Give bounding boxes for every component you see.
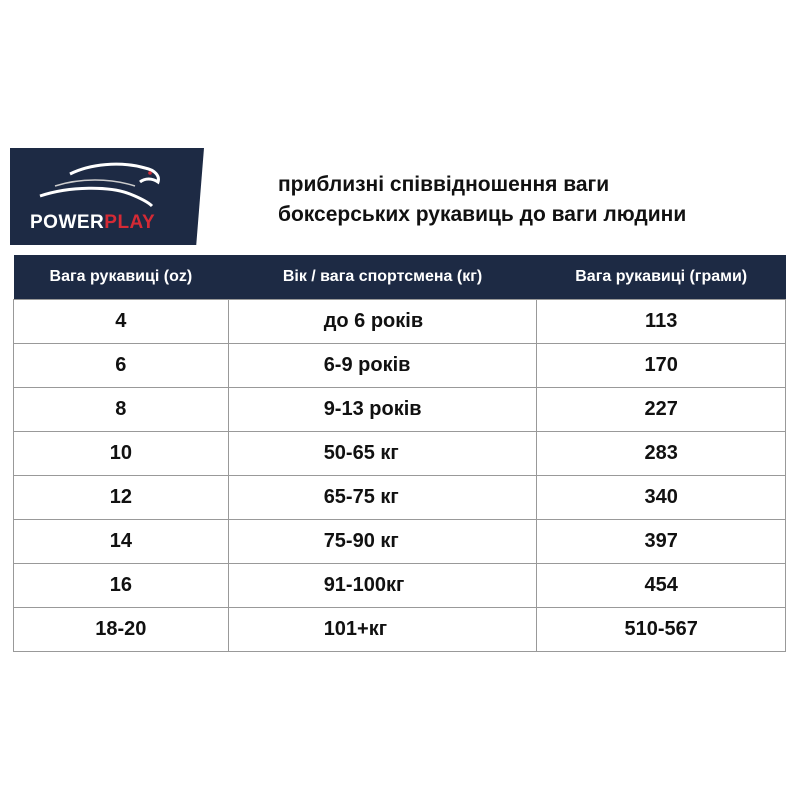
header-glove-oz: Вага рукавиці (oz) bbox=[13, 255, 229, 300]
cell-glove-grams: 283 bbox=[536, 431, 786, 476]
table-row: 18-20 101+кг 510-567 bbox=[13, 607, 786, 652]
cell-glove-oz: 10 bbox=[13, 431, 229, 476]
table-row: 12 65-75 кг 340 bbox=[13, 475, 786, 520]
cell-glove-oz: 18-20 bbox=[13, 607, 229, 652]
table-row: 8 9-13 років 227 bbox=[13, 387, 786, 432]
cell-glove-oz: 16 bbox=[13, 563, 229, 608]
cell-glove-grams: 340 bbox=[536, 475, 786, 520]
cell-age-weight: 91-100кг bbox=[227, 563, 538, 608]
cell-glove-grams: 397 bbox=[536, 519, 786, 564]
cell-age-weight: 50-65 кг bbox=[227, 431, 538, 476]
cell-glove-oz: 8 bbox=[13, 387, 229, 432]
table-row: 14 75-90 кг 397 bbox=[13, 519, 786, 564]
cell-glove-grams: 227 bbox=[536, 387, 786, 432]
powerplay-logo: POWERPLAY bbox=[10, 148, 204, 245]
cell-glove-oz: 12 bbox=[13, 475, 229, 520]
cell-age-weight: 9-13 років bbox=[227, 387, 538, 432]
cell-glove-grams: 454 bbox=[536, 563, 786, 608]
table-row: 16 91-100кг 454 bbox=[13, 563, 786, 608]
panther-icon bbox=[39, 162, 160, 208]
header-age-weight: Вік / вага спортсмена (кг) bbox=[228, 255, 537, 300]
table-row: 4 до 6 років 113 bbox=[13, 299, 786, 344]
cell-age-weight: 6-9 років bbox=[227, 343, 538, 388]
cell-age-weight: 65-75 кг bbox=[227, 475, 538, 520]
cell-glove-oz: 14 bbox=[13, 519, 229, 564]
header-glove-grams: Вага рукавиці (грами) bbox=[536, 255, 786, 300]
cell-glove-grams: 510-567 bbox=[536, 607, 786, 652]
cell-age-weight: 75-90 кг bbox=[227, 519, 538, 564]
cell-age-weight: до 6 років bbox=[227, 299, 538, 344]
cell-glove-grams: 170 bbox=[536, 343, 786, 388]
cell-glove-grams: 113 bbox=[536, 299, 786, 344]
table-row: 10 50-65 кг 283 bbox=[13, 431, 786, 476]
table-header: Вага рукавиці (oz) Вік / вага спортсмена… bbox=[13, 255, 786, 300]
table-row: 6 6-9 років 170 bbox=[13, 343, 786, 388]
glove-weight-table: Вага рукавиці (oz) Вік / вага спортсмена… bbox=[13, 255, 786, 652]
page-title: приблизні співвідношення ваги боксерськи… bbox=[278, 173, 687, 226]
cell-glove-oz: 4 bbox=[13, 299, 229, 344]
cell-glove-oz: 6 bbox=[13, 343, 229, 388]
cell-age-weight: 101+кг bbox=[227, 607, 538, 652]
brand-name: POWERPLAY bbox=[30, 212, 156, 233]
